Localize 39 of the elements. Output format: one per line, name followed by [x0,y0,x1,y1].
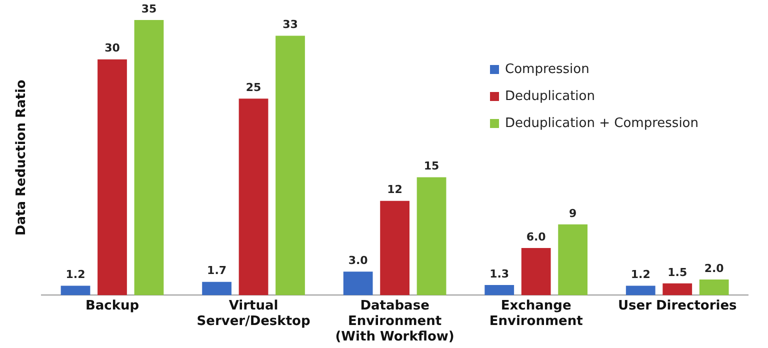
data-label: 1.7 [207,264,227,278]
bar [134,20,164,296]
bar [521,248,551,296]
bar [276,36,305,296]
bar [662,283,692,296]
x-tick-label: Virtual Server/Desktop [196,298,310,329]
data-label: 1.3 [490,267,510,280]
bar [202,282,232,296]
data-label: 6.0 [526,230,546,244]
data-label: 12 [387,183,402,196]
data-label: 33 [282,18,298,32]
bar [484,284,514,296]
bar [60,286,90,296]
bar [380,200,410,296]
data-label: 2.0 [704,262,724,275]
bar [699,279,729,296]
data-label: 1.5 [668,266,688,279]
legend-label: Compression [505,62,590,77]
data-label: 35 [141,2,157,16]
x-tick-label: Exchange Environment [489,298,583,329]
bar [626,286,656,296]
legend-label: Deduplication [505,89,595,104]
x-tick-label: Backup [85,298,140,314]
data-label: 9 [568,206,577,220]
x-tick-label: Database Environment (With Workflow) [335,298,454,345]
data-label: 15 [424,160,440,173]
legend-label: Deduplication + Compression [505,116,699,131]
data-label: 25 [246,80,262,94]
data-label: 1.2 [66,268,86,282]
bar [343,272,373,296]
bar [98,59,127,296]
bar [416,177,446,296]
bar [558,224,588,296]
data-label: 1.2 [630,268,650,282]
data-label: 3.0 [348,254,368,267]
y-axis-title: Data Reduction Ratio [14,80,30,236]
data-label: 30 [104,42,120,55]
bar [238,98,268,296]
x-tick-label: User Directories [618,298,738,314]
